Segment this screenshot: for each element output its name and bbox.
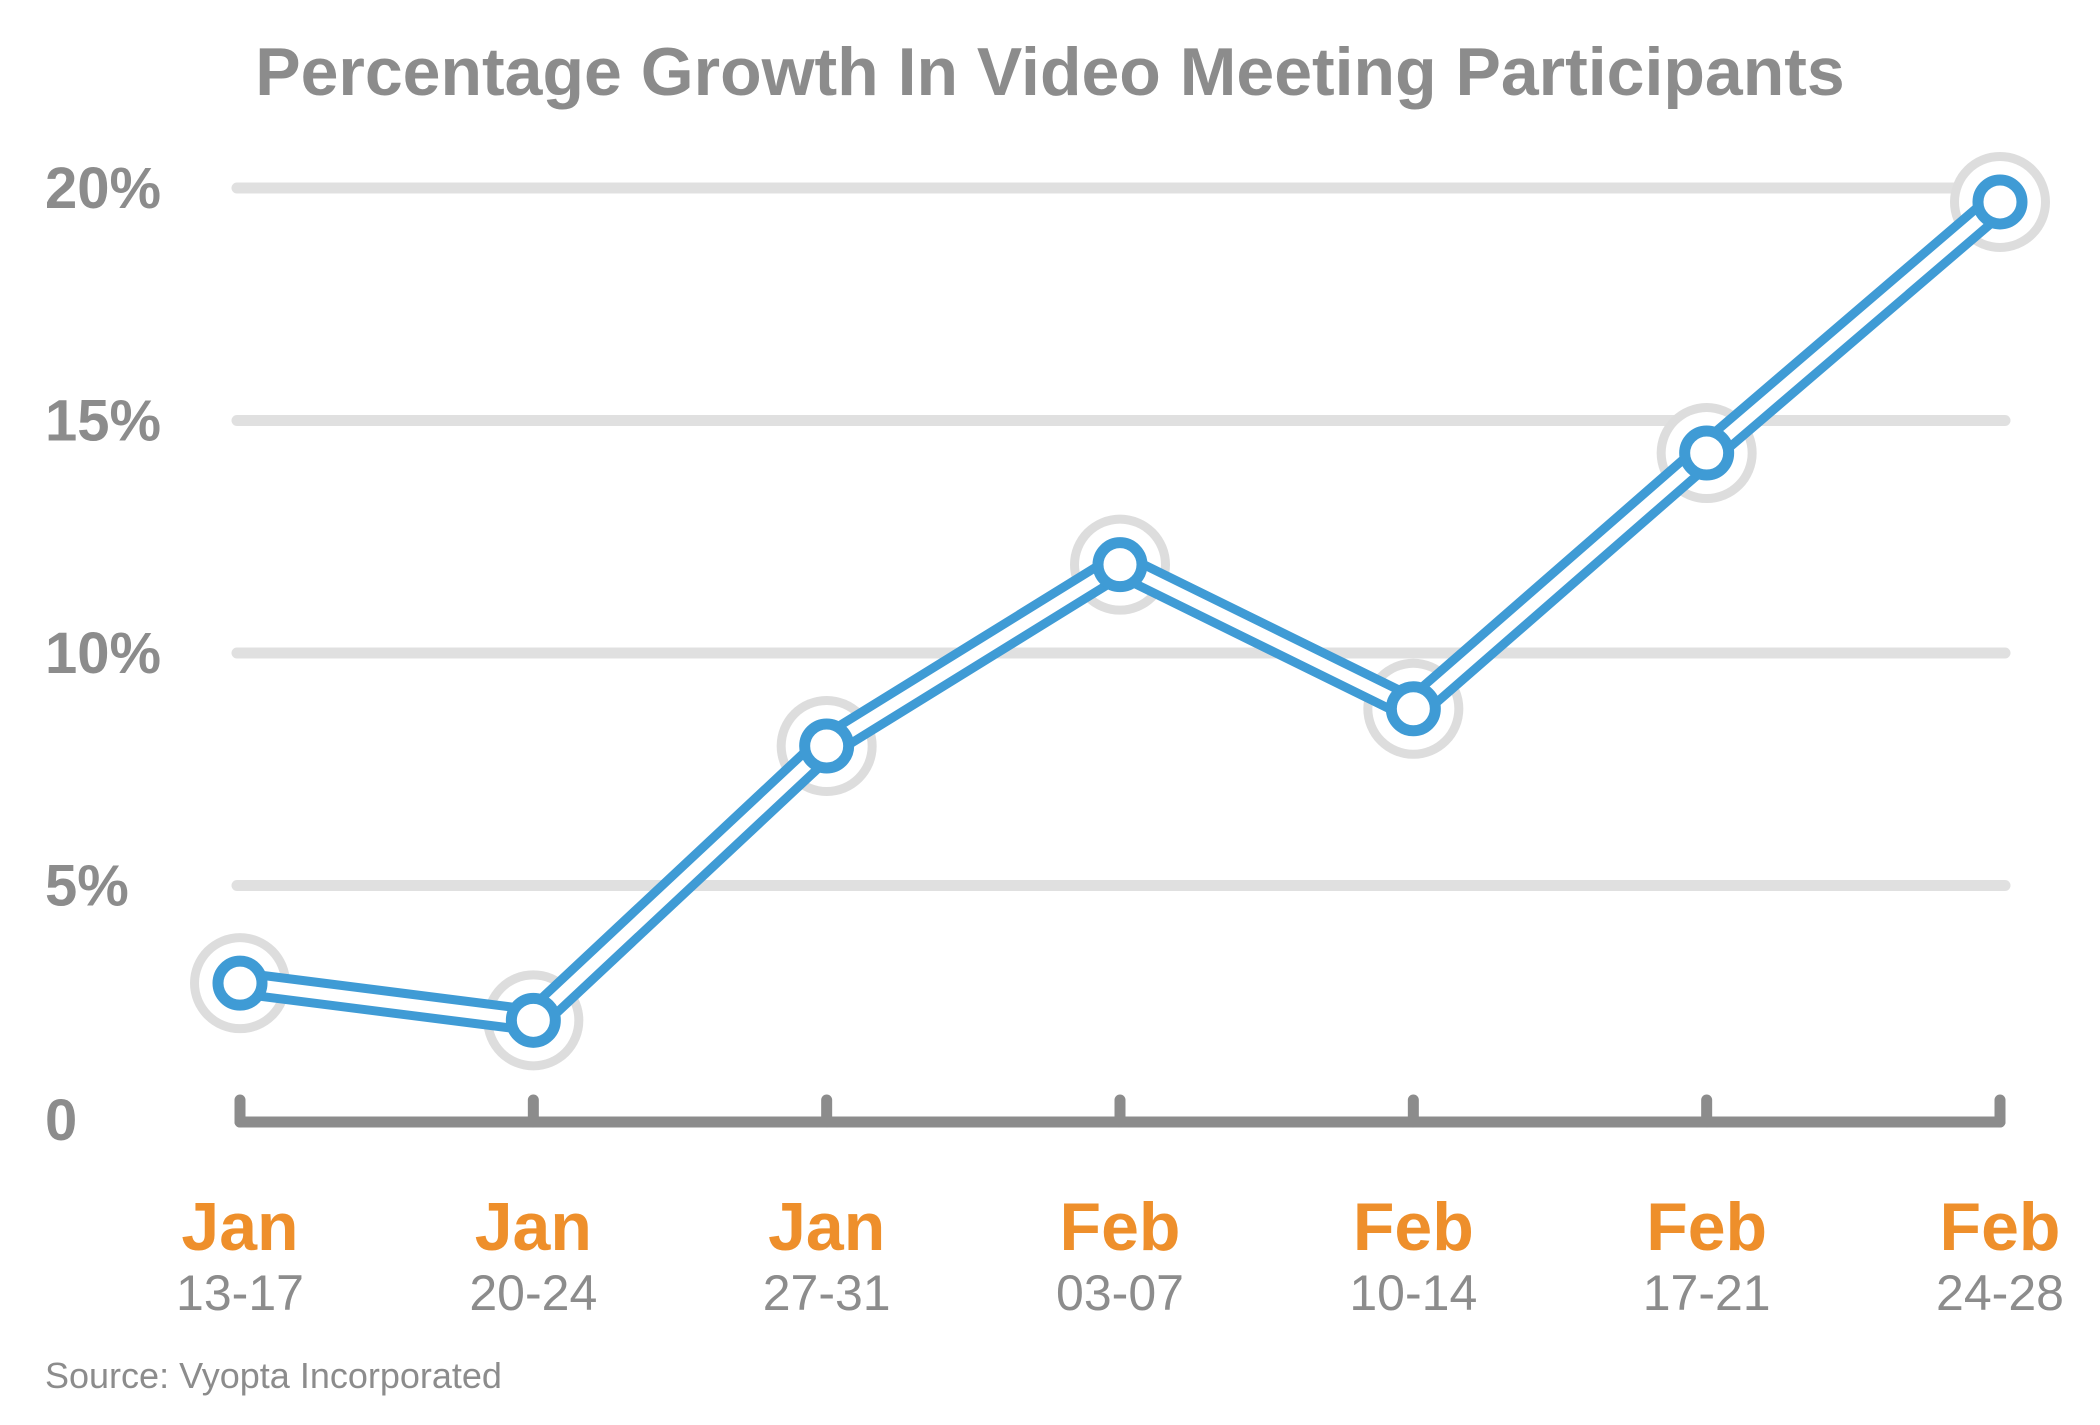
x-tick-month-label: Feb [1646, 1189, 1767, 1265]
gridlines [231, 182, 2011, 891]
y-tick-label: 0 [45, 1088, 77, 1153]
x-tick-days-label: 20-24 [469, 1265, 597, 1321]
x-tick-month-label: Feb [1353, 1189, 1474, 1265]
y-tick-label: 10% [45, 621, 161, 686]
x-tick-days-label: 27-31 [763, 1265, 891, 1321]
x-tick-days-label: 13-17 [176, 1265, 304, 1321]
x-tick-month-label: Feb [1940, 1189, 2061, 1265]
data-point [1679, 425, 1735, 481]
y-tick-label: 15% [45, 389, 161, 454]
data-point [799, 718, 855, 774]
data-point [1092, 537, 1148, 593]
y-tick-label: 5% [45, 854, 129, 919]
x-tick-days-label: 03-07 [1056, 1265, 1184, 1321]
data-point [505, 992, 561, 1048]
x-tick-days-label: 10-14 [1349, 1265, 1477, 1321]
source-note: Source: Vyopta Incorporated [45, 1355, 502, 1396]
x-tick-month-label: Jan [768, 1189, 885, 1265]
y-tick-label: 20% [45, 156, 161, 221]
x-tick-month-label: Jan [475, 1189, 592, 1265]
y-axis-tick-labels: 0 5% 10% 15% 20% [45, 156, 161, 1153]
x-tick-days-label: 24-28 [1936, 1265, 2064, 1321]
x-tick-days-label: 17-21 [1643, 1265, 1771, 1321]
x-axis [234, 1094, 2006, 1128]
chart-title: Percentage Growth In Video Meeting Parti… [255, 34, 1845, 110]
x-tick-month-label: Feb [1060, 1189, 1181, 1265]
x-tick-month-label: Jan [181, 1189, 298, 1265]
data-point [1385, 681, 1441, 737]
x-axis-tick-labels: Jan13-17Jan20-24Jan27-31Feb03-07Feb10-14… [176, 1189, 2064, 1321]
data-series [190, 151, 2050, 1071]
data-point [212, 955, 268, 1011]
data-point [1972, 174, 2028, 230]
